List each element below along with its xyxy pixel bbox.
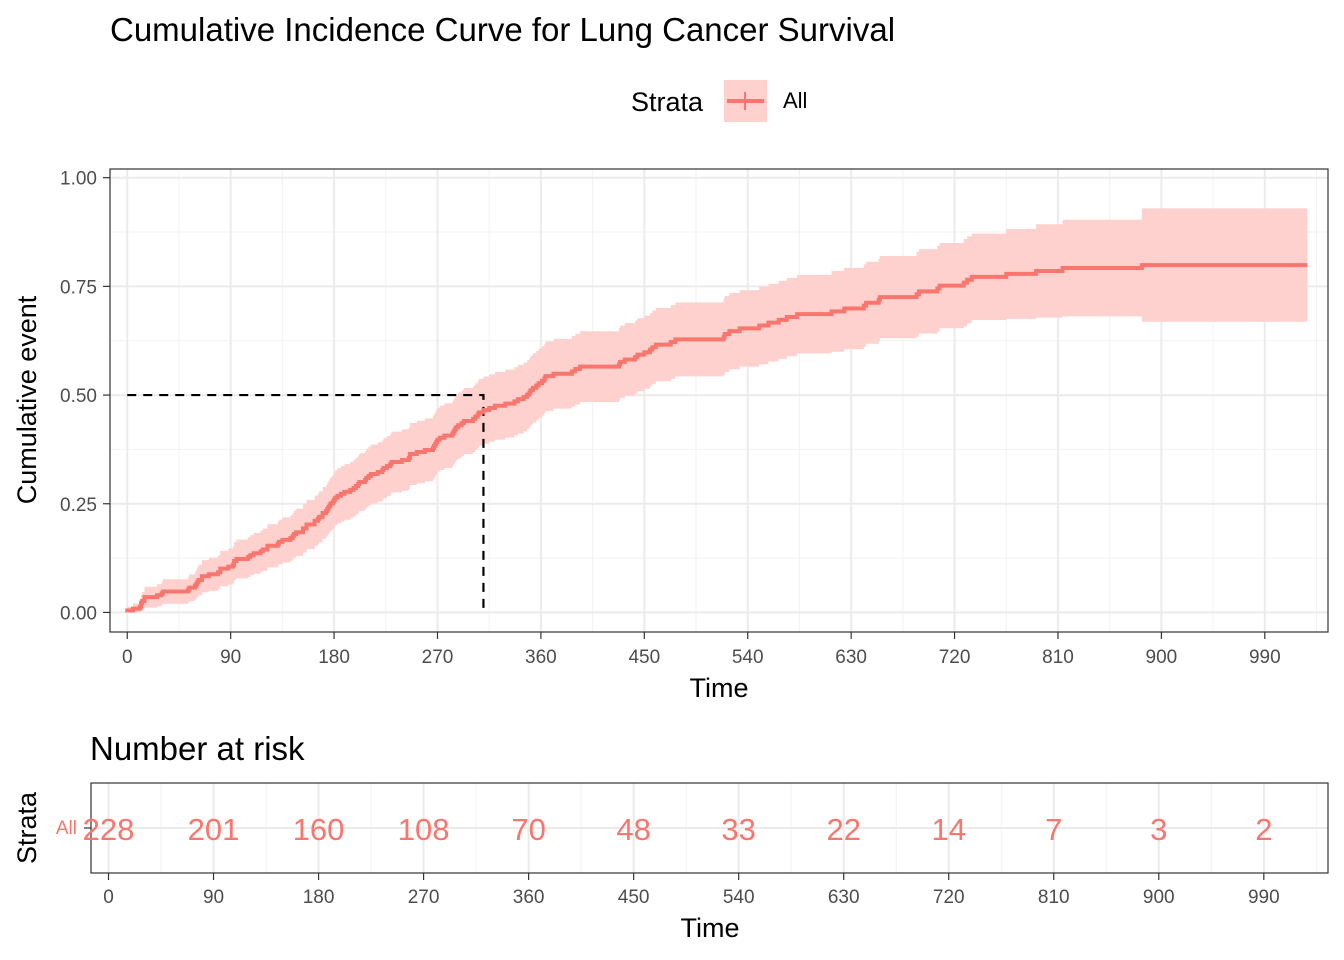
x-tick-label: 540 bbox=[732, 647, 764, 668]
risk-x-tick-label: 180 bbox=[303, 887, 335, 908]
risk-row-label-all: All bbox=[56, 818, 77, 839]
risk-x-tick-label: 270 bbox=[408, 887, 440, 908]
risk-x-tick-label: 0 bbox=[103, 887, 114, 908]
risk-x-tick-label: 990 bbox=[1248, 887, 1280, 908]
main-panel: 0 90 180 270 360 450 540 630 720 810 900 990 0.000.… bbox=[12, 168, 1329, 703]
chart-title: Cumulative Incidence Curve for Lung Canc… bbox=[110, 11, 895, 48]
y-tick-label: 1.00 bbox=[60, 169, 97, 190]
risk-value: 3 bbox=[1150, 812, 1167, 847]
risk-value: 14 bbox=[931, 812, 965, 847]
confidence-band bbox=[127, 208, 1308, 613]
risk-table-x-axis: 0 90 180 270 360 450 540 630 720 810 900 990 bbox=[103, 873, 1280, 908]
x-tick-label: 630 bbox=[835, 647, 867, 668]
risk-value: 160 bbox=[293, 812, 345, 847]
risk-table-title: Number at risk bbox=[90, 730, 305, 767]
risk-x-tick-label: 540 bbox=[723, 887, 755, 908]
x-tick-label: 720 bbox=[939, 647, 971, 668]
risk-value: 48 bbox=[616, 812, 650, 847]
risk-table: Number at risk 228 201 160 108 70 48 33 22 14 7 3 2… bbox=[12, 730, 1329, 943]
risk-value: 33 bbox=[721, 812, 755, 847]
median-reference-line bbox=[127, 393, 485, 613]
risk-x-tick-label: 810 bbox=[1038, 887, 1070, 908]
risk-x-tick-label: 900 bbox=[1143, 887, 1175, 908]
legend: Strata All bbox=[631, 80, 807, 122]
x-tick-label: 90 bbox=[220, 647, 241, 668]
y-tick-label: 0.25 bbox=[60, 495, 97, 516]
risk-value: 201 bbox=[188, 812, 240, 847]
risk-table-values: 228 201 160 108 70 48 33 22 14 7 3 2 bbox=[83, 812, 1273, 847]
risk-x-tick-label: 450 bbox=[618, 887, 650, 908]
legend-title: Strata bbox=[631, 87, 704, 117]
main-y-axis: 0.00 0.25 0.50 0.75 1.00 bbox=[60, 169, 110, 624]
risk-value: 2 bbox=[1255, 812, 1272, 847]
cumulative-incidence-line-all bbox=[125, 263, 1308, 613]
y-tick-label: 0.75 bbox=[60, 277, 97, 298]
risk-value: 228 bbox=[83, 812, 135, 847]
risk-x-tick-label: 630 bbox=[828, 887, 860, 908]
x-tick-label: 810 bbox=[1042, 647, 1074, 668]
risk-table-y-axis-title: Strata bbox=[12, 791, 42, 864]
main-y-axis-title: Cumulative event bbox=[12, 295, 42, 504]
x-tick-label: 0 bbox=[122, 647, 133, 668]
y-tick-label: 0.00 bbox=[60, 603, 97, 624]
x-tick-label: 180 bbox=[318, 647, 350, 668]
legend-entry-all: All bbox=[783, 88, 807, 113]
y-tick-label: 0.50 bbox=[60, 386, 97, 407]
risk-x-tick-label: 360 bbox=[513, 887, 545, 908]
main-x-axis: 0 90 180 270 360 450 540 630 720 810 900 990 bbox=[122, 632, 1281, 668]
main-panel-border bbox=[109, 168, 1329, 633]
risk-value: 22 bbox=[826, 812, 860, 847]
x-tick-label: 450 bbox=[628, 647, 660, 668]
main-x-axis-title: Time bbox=[690, 673, 749, 703]
risk-value: 7 bbox=[1045, 812, 1062, 847]
x-tick-label: 990 bbox=[1249, 647, 1281, 668]
risk-x-tick-label: 720 bbox=[933, 887, 965, 908]
risk-x-tick-label: 90 bbox=[203, 887, 224, 908]
x-tick-label: 270 bbox=[422, 647, 454, 668]
x-tick-label: 900 bbox=[1146, 647, 1178, 668]
risk-table-x-axis-title: Time bbox=[681, 913, 740, 943]
x-tick-label: 360 bbox=[525, 647, 557, 668]
risk-value: 70 bbox=[511, 812, 545, 847]
risk-value: 108 bbox=[398, 812, 450, 847]
risk-table-gridlines bbox=[91, 783, 1328, 873]
